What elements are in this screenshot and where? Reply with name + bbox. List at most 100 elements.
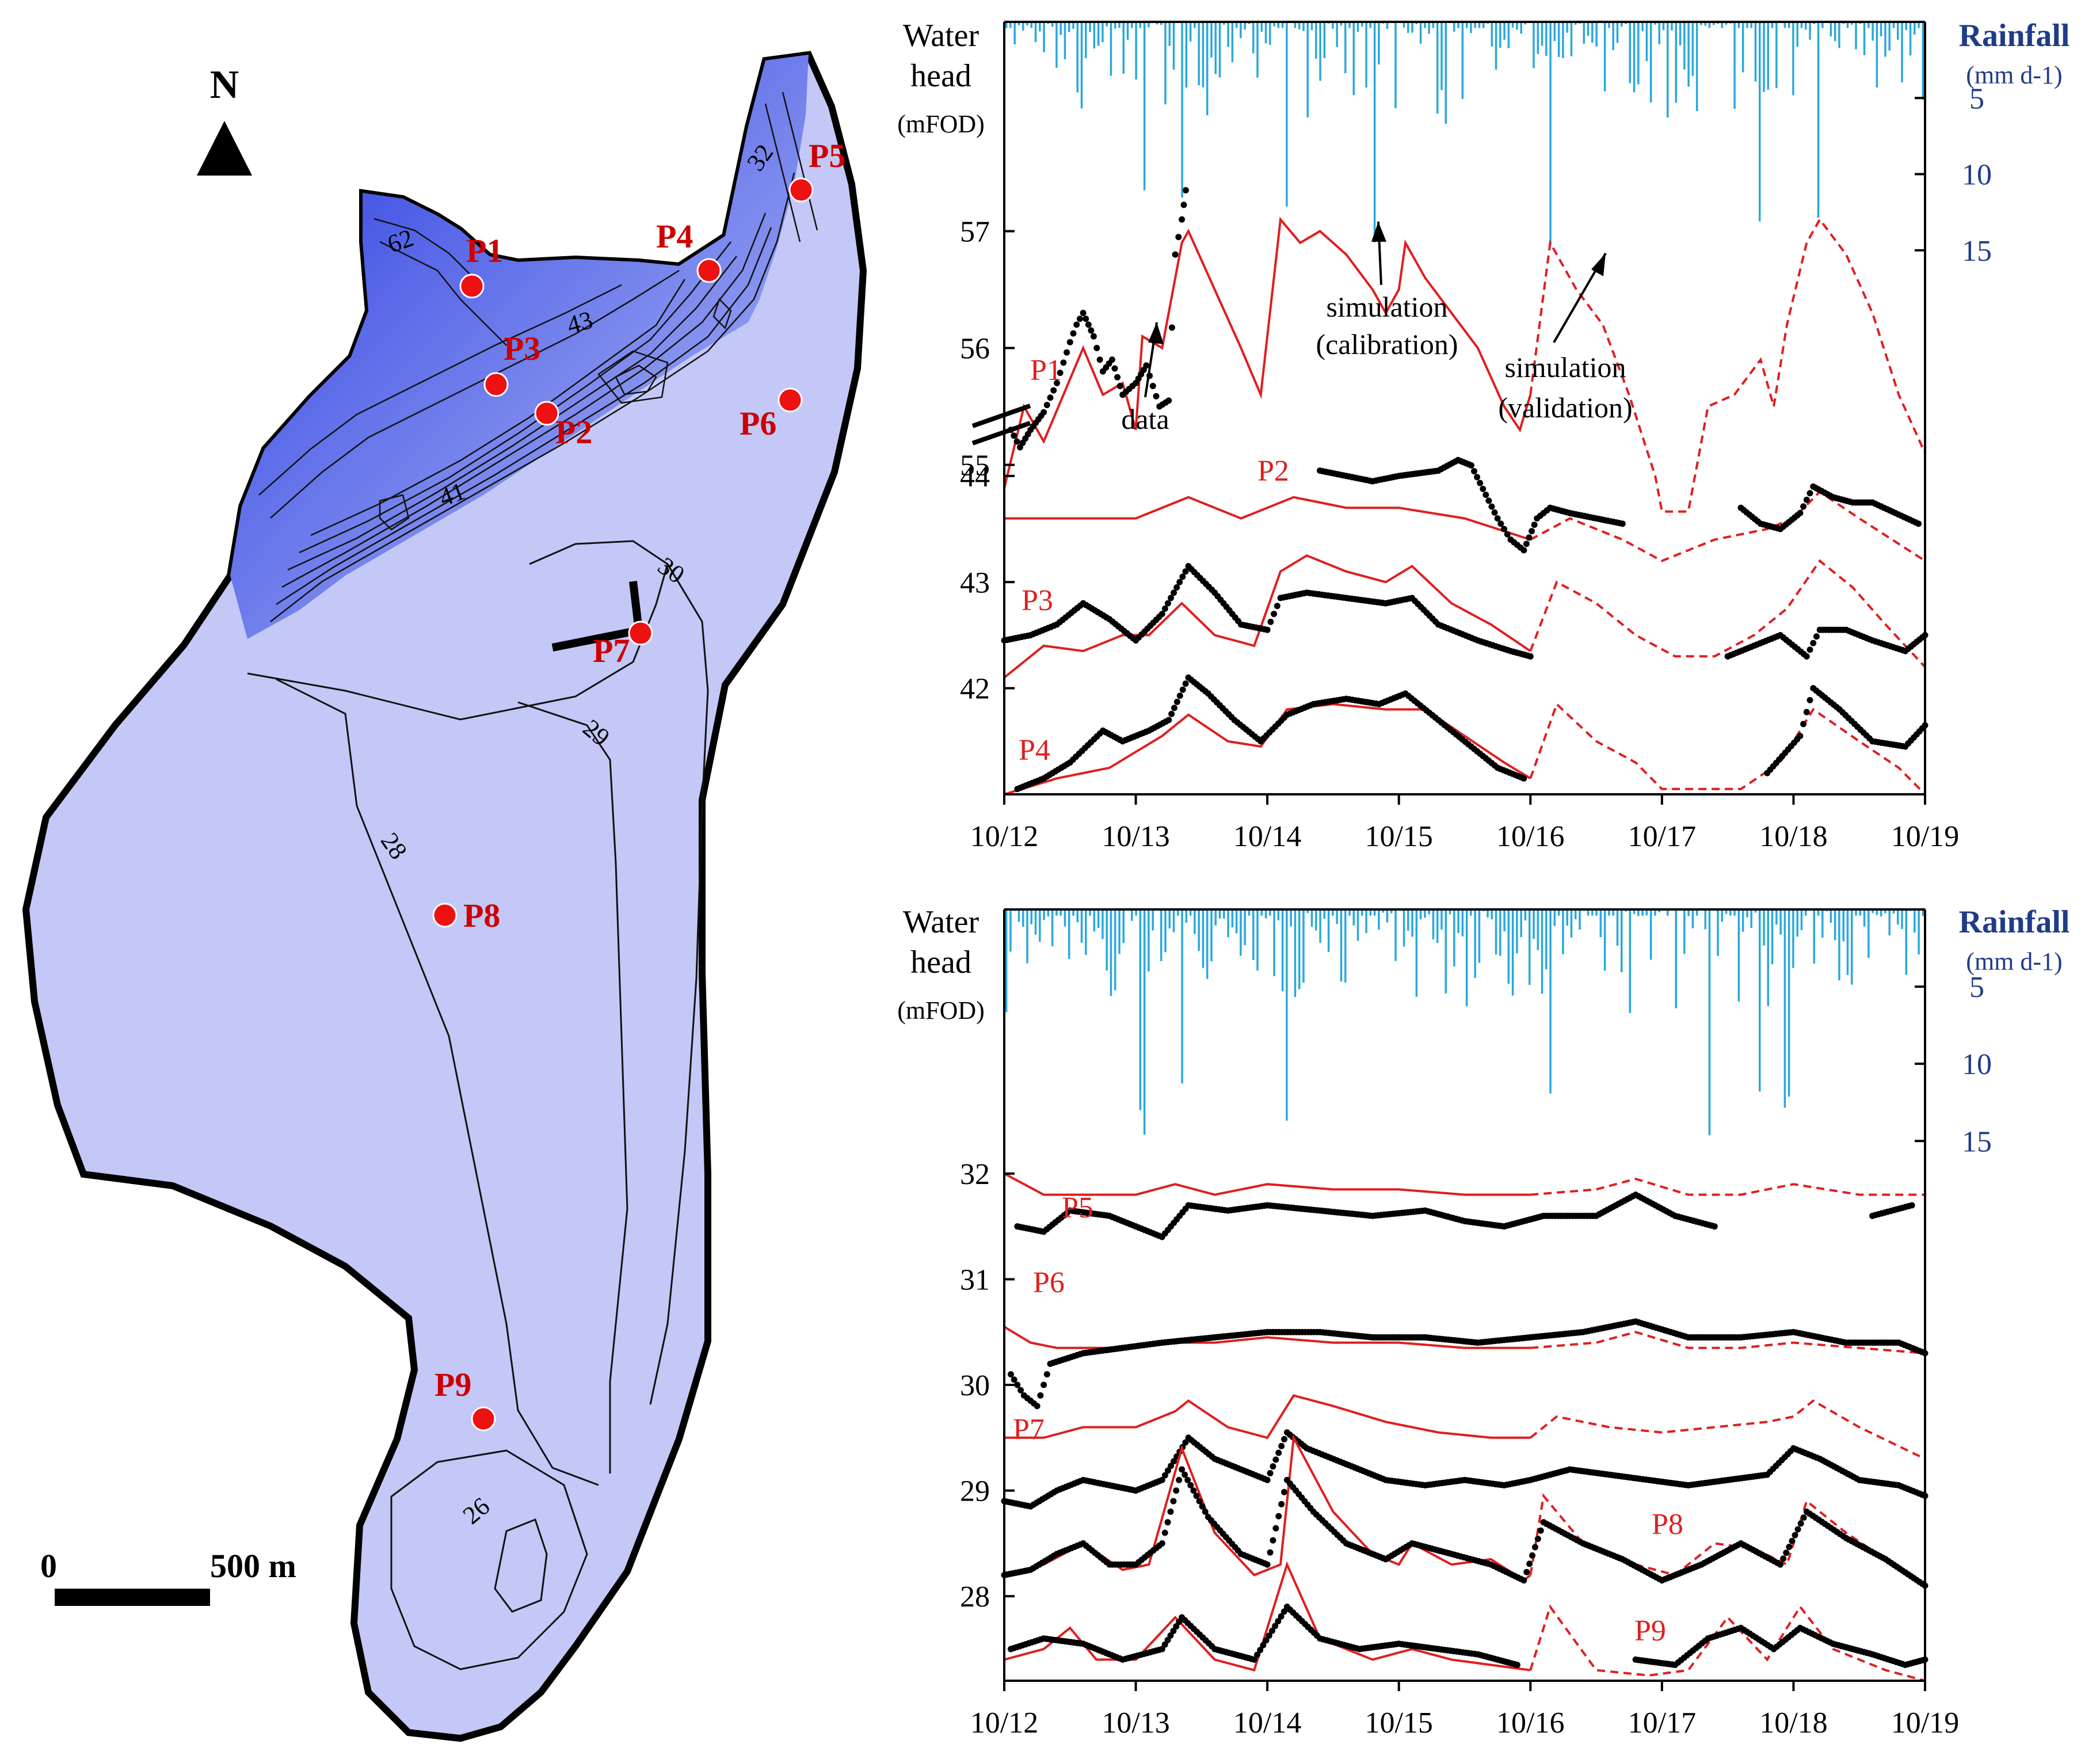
series-p7-obs-point <box>1272 1456 1279 1463</box>
rain-tick-label: 10 <box>1962 159 1992 192</box>
piezometer-p4 <box>696 258 722 283</box>
y-tick-label: 28 <box>960 1581 990 1613</box>
series-p1-obs-point <box>1041 409 1047 416</box>
series-p7-obs-point <box>1281 1436 1288 1442</box>
series-p7-calibration-line <box>1004 1394 1531 1440</box>
series-p4-obs-point <box>1179 686 1186 693</box>
y-tick-label: 42 <box>960 673 990 706</box>
series-p9-obs-point <box>1253 1651 1260 1658</box>
series-p9-obs-point <box>1268 1627 1275 1634</box>
series-p1-obs-point <box>1057 370 1064 376</box>
series-p8-obs-point <box>1158 1540 1165 1547</box>
series-p1-obs-point <box>1114 374 1121 380</box>
series-p1-obs-point <box>1143 362 1150 369</box>
piezometer-p2 <box>534 401 559 426</box>
x-tick-label: 10/17 <box>1628 1707 1696 1739</box>
series-p9-obs-point <box>1263 1637 1270 1644</box>
series-p8-obs-point <box>1184 1476 1191 1483</box>
series-p2-obs-point <box>1523 540 1530 547</box>
piezometer-label-p5: P5 <box>809 137 845 174</box>
series-p8-obs-point <box>1792 1532 1798 1539</box>
series-p3-obs-point <box>1168 595 1175 602</box>
series-label-p7: P7 <box>1013 1413 1045 1446</box>
series-p9-obs-point <box>1260 1642 1267 1649</box>
piezometer-label-p1: P1 <box>466 232 503 269</box>
top-y-axis-label-line3: (mFOD) <box>897 110 985 138</box>
series-p6-obs-point <box>1011 1376 1017 1383</box>
series-p1-obs-point <box>1070 330 1077 337</box>
series-p7-obs-point <box>1182 1439 1189 1446</box>
x-tick-label: 10/15 <box>1365 1707 1432 1739</box>
series-p4-validation-line <box>1529 702 1926 795</box>
series-p8-obs-point <box>1199 1503 1206 1510</box>
series-p9-obs-point <box>1251 1656 1257 1663</box>
series-p1-calibration-line <box>1003 216 1532 489</box>
piezometer-label-p3: P3 <box>504 330 540 367</box>
series-p8-obs-point <box>1196 1498 1203 1505</box>
series-p8-obs-point <box>1526 1560 1533 1567</box>
annotation-validation-line2: (validation) <box>1498 391 1632 424</box>
series-p2-obs-point <box>1806 490 1813 497</box>
series-p7-obs-point <box>1278 1442 1285 1449</box>
series-p3-obs-point <box>1158 611 1165 618</box>
series-p1-obs-point <box>1080 310 1087 317</box>
series-p7-obs-point <box>1158 1476 1165 1483</box>
series-p3-calibration-line <box>1003 554 1531 679</box>
piezometer-label-p8: P8 <box>463 897 500 934</box>
series-p8-obs-point <box>1193 1493 1200 1499</box>
series-p2-obs-point <box>1491 509 1498 516</box>
series-p9-obs-point <box>1266 1632 1272 1639</box>
series-p9-obs-point <box>1278 1613 1285 1620</box>
series-p9-obs-point <box>1176 1619 1183 1625</box>
piezometer-p9 <box>471 1406 496 1432</box>
series-p9-obs-point <box>1161 1641 1168 1648</box>
series-p3-obs-point <box>1182 568 1189 575</box>
series-p7-obs-point <box>1267 1470 1274 1476</box>
series-p4-obs-point <box>1803 709 1810 715</box>
y-tick-label: 43 <box>960 566 990 599</box>
bottom-rainfall-bars <box>1005 909 1924 1136</box>
annotation-calibration-line1: simulation <box>1326 291 1447 323</box>
scale-length-label: 500 m <box>210 1547 296 1585</box>
series-p2-obs-point <box>1480 485 1487 492</box>
series-p2-calibration-line <box>1004 496 1531 541</box>
series-p4-obs-point <box>1168 710 1175 717</box>
series-p1-obs-point <box>1050 387 1057 394</box>
series-p1-obs-point <box>1053 380 1060 386</box>
series-p9-obs-point <box>1257 1647 1264 1654</box>
piezometer-label-p2: P2 <box>555 413 592 451</box>
series-p1-obs-point <box>1149 383 1156 390</box>
series-p2-obs-point <box>1520 547 1527 554</box>
series-p8-obs-point <box>1780 1555 1787 1562</box>
series-p3-obs-point <box>1264 626 1271 633</box>
series-p7-obs-point <box>1275 1449 1282 1456</box>
series-p9-obs-point <box>1170 1627 1177 1634</box>
series-p6-obs-point <box>1014 1381 1021 1388</box>
series-p1-obs-point <box>1043 402 1050 409</box>
x-tick-label: 10/12 <box>970 1707 1038 1739</box>
x-tick-label: 10/17 <box>1628 820 1696 853</box>
series-p3-obs-point <box>1267 618 1274 625</box>
scale-bar-rect <box>55 1589 210 1606</box>
series-p8-obs-point <box>1531 1544 1538 1551</box>
series-p8-obs-point <box>1267 1549 1274 1556</box>
bottom-y-axis-label-line3: (mFOD) <box>897 996 985 1025</box>
series-label-p5: P5 <box>1062 1191 1093 1224</box>
scale-zero-label: 0 <box>40 1547 57 1585</box>
series-p7-obs-point <box>1164 1467 1171 1474</box>
series-p8-obs-point <box>1529 1552 1536 1559</box>
series-p3-obs-point <box>1161 605 1168 612</box>
series-p5-obs-point <box>1908 1202 1915 1209</box>
series-p1-obs-point <box>1096 356 1103 363</box>
series-p8-obs-point <box>1281 1488 1288 1495</box>
series-p2-obs-point <box>1797 509 1804 516</box>
series-label-p2: P2 <box>1257 455 1289 488</box>
x-tick-label: 10/14 <box>1233 1707 1301 1739</box>
series-p1-obs-point <box>1073 321 1080 328</box>
series-p2-obs-point <box>1803 496 1810 503</box>
series-p8-obs-point <box>1164 1519 1171 1526</box>
series-p8-obs-point <box>1173 1487 1180 1494</box>
site-map: 62 43 41 32 30 29 28 26 N 0 500 m P1P2P3… <box>22 51 867 1742</box>
series-p5-obs-point <box>1711 1223 1718 1230</box>
